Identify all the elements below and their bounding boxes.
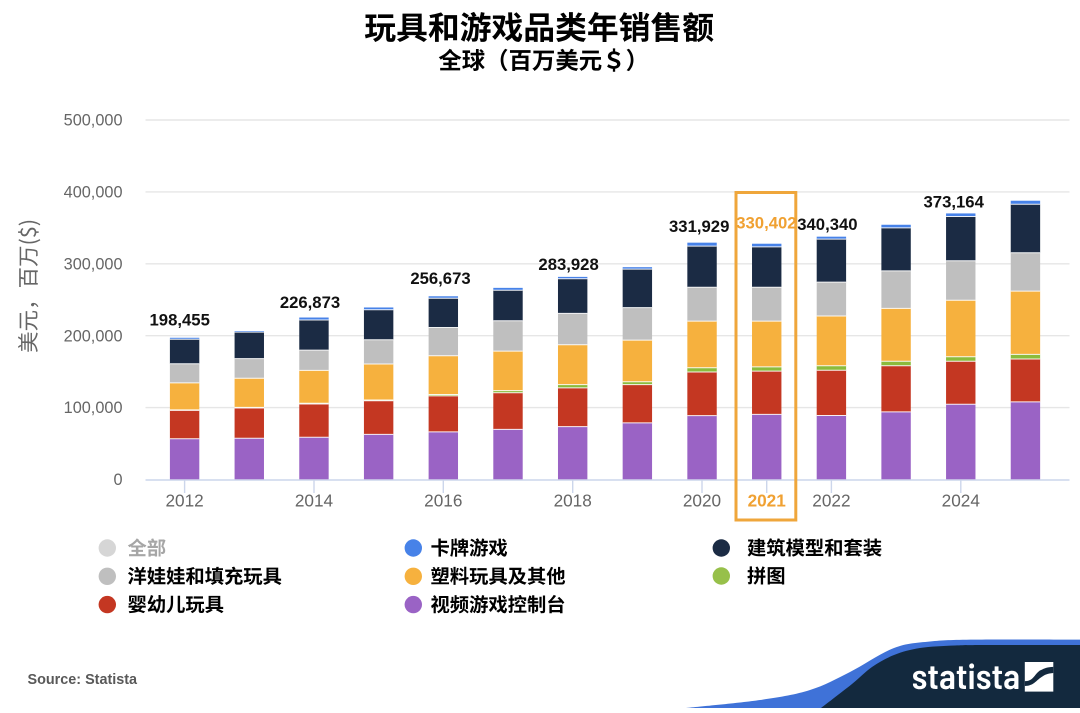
- svg-text:198,455: 198,455: [150, 311, 210, 330]
- svg-text:Source: Statista: Source: Statista: [28, 672, 139, 688]
- svg-text:2012: 2012: [165, 490, 203, 510]
- svg-text:226,873: 226,873: [280, 293, 340, 312]
- svg-text:340,340: 340,340: [797, 215, 857, 234]
- svg-text:0: 0: [113, 471, 122, 489]
- svg-text:2024: 2024: [942, 490, 981, 510]
- svg-text:2022: 2022: [812, 490, 850, 510]
- svg-text:283,928: 283,928: [538, 255, 598, 274]
- svg-text:2021: 2021: [748, 490, 787, 510]
- svg-text:373,164: 373,164: [924, 192, 985, 211]
- svg-text:200,000: 200,000: [64, 327, 123, 345]
- svg-text:331,929: 331,929: [669, 217, 729, 236]
- svg-text:2018: 2018: [554, 490, 592, 510]
- svg-text:330,402: 330,402: [736, 214, 796, 233]
- svg-text:2016: 2016: [424, 490, 462, 510]
- svg-text:2014: 2014: [295, 490, 334, 510]
- svg-text:500,000: 500,000: [64, 112, 123, 130]
- svg-text:256,673: 256,673: [410, 269, 470, 288]
- svg-text:2020: 2020: [683, 490, 721, 510]
- svg-text:100,000: 100,000: [64, 399, 123, 417]
- svg-text:300,000: 300,000: [64, 255, 123, 273]
- svg-text:400,000: 400,000: [64, 184, 123, 202]
